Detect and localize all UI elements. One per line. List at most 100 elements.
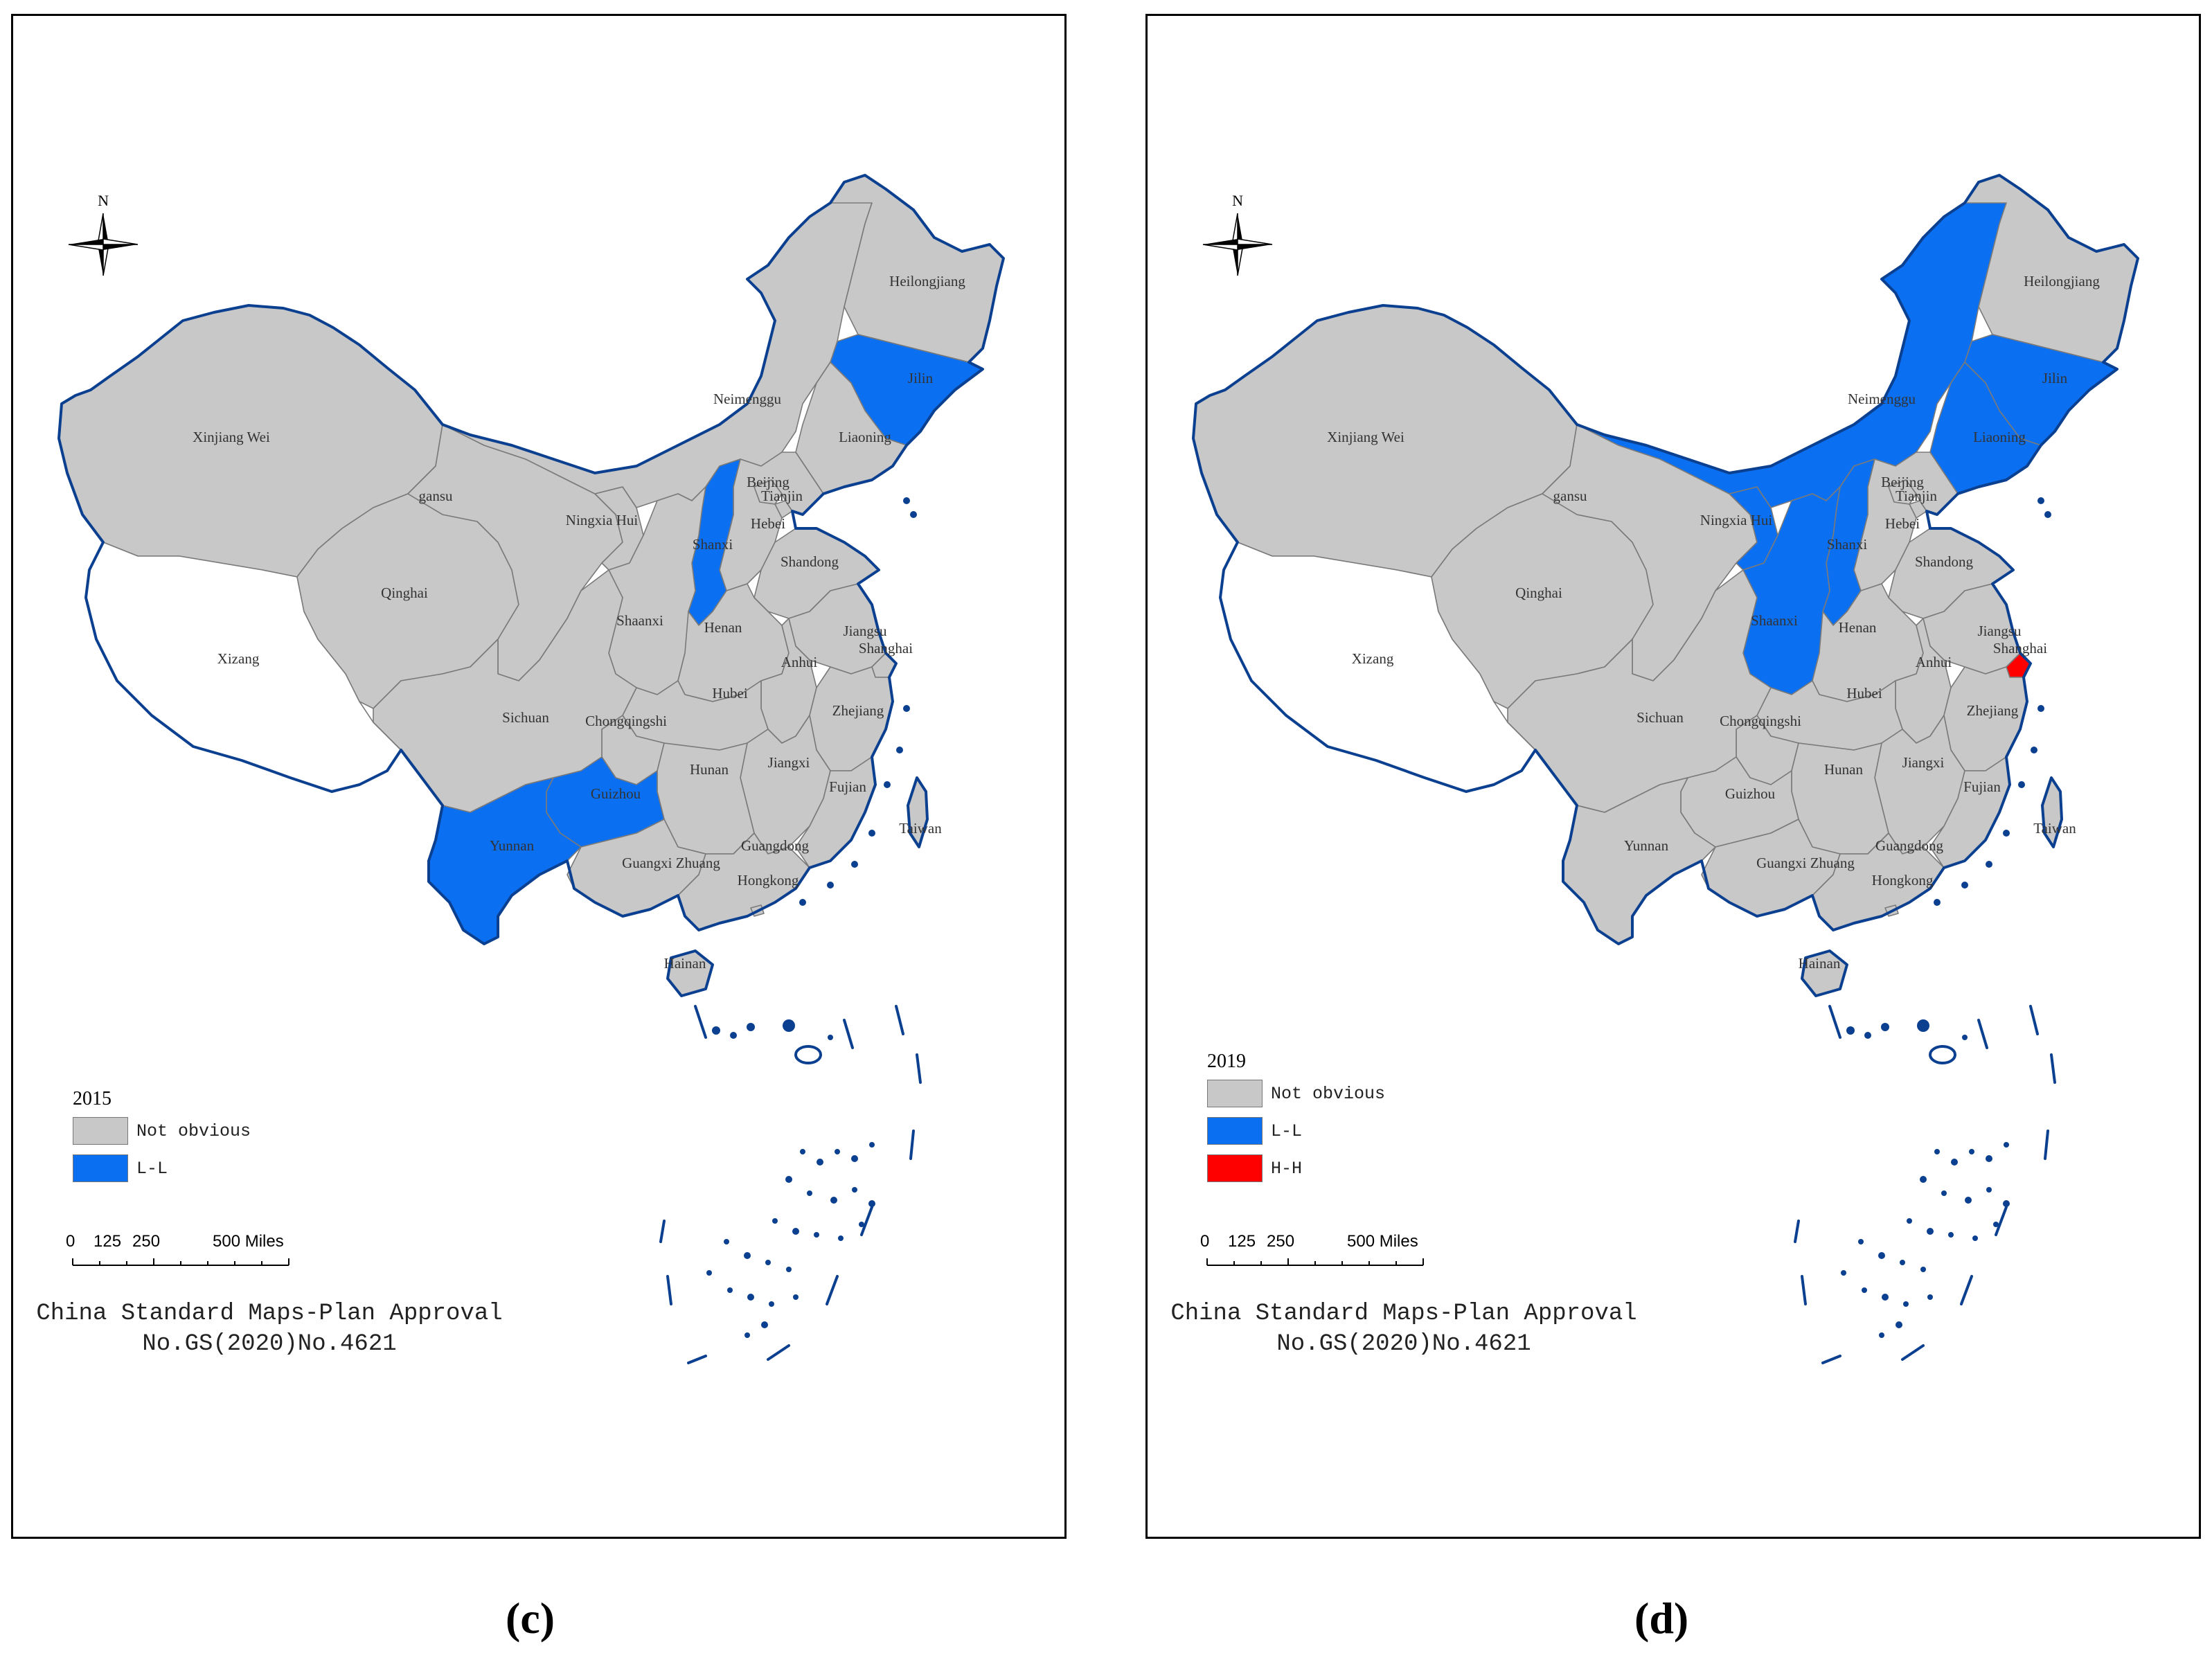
north-arrow: N [1202, 192, 1273, 276]
province-label-shaanxi: Shaanxi [616, 612, 663, 629]
province-label-fujian: Fujian [1963, 778, 2001, 795]
island [747, 1023, 755, 1031]
province-label-xizang: Xizang [1352, 650, 1394, 667]
island [747, 1294, 754, 1301]
province-label-guangdong: Guangdong [741, 837, 809, 854]
province-label-jiangsu: Jiangsu [1978, 623, 2022, 639]
province-label-yunnan: Yunnan [1624, 837, 1669, 854]
map-approval-note: China Standard Maps-Plan Approval No.GS(… [27, 1298, 512, 1359]
coastal-islands [1934, 497, 2051, 906]
province-label-hubei: Hubei [1846, 685, 1882, 702]
china-map: Xinjiang Wei Xizang Qinghai gansu Neimenggu H… [1192, 174, 2139, 1364]
coastline [1192, 174, 2139, 945]
island [884, 781, 891, 788]
scale-tick: 125 [1228, 1232, 1256, 1251]
province-heilongjiang [1964, 175, 2139, 363]
island [2018, 781, 2025, 788]
island [838, 1235, 844, 1241]
island [851, 861, 858, 868]
island [1878, 1252, 1885, 1259]
island [1879, 1332, 1884, 1338]
scale-tick: 250 [1267, 1232, 1295, 1251]
province-label-xinjiang: Xinjiang Wei [193, 429, 270, 445]
island [1972, 1235, 1978, 1241]
nine-dash-segment [909, 1130, 915, 1160]
legend-swatch [1207, 1154, 1263, 1182]
island [869, 1142, 875, 1148]
island [783, 1019, 795, 1032]
approval-line-2: No.GS(2020)No.4621 [1276, 1331, 1531, 1357]
province-label-taiwan: Taiwan [2033, 820, 2076, 837]
legend-swatch [1207, 1117, 1263, 1145]
scale-tick: 500 Miles [1347, 1232, 1418, 1251]
island [769, 1301, 774, 1307]
province-layer [58, 175, 1004, 997]
island [786, 1267, 792, 1272]
province-zhejiang [809, 666, 893, 771]
province-label-sichuan: Sichuan [1636, 709, 1684, 726]
island [1961, 882, 1968, 889]
province-label-fujian: Fujian [829, 778, 866, 795]
island [1900, 1260, 1905, 1265]
legend-swatch [1207, 1080, 1263, 1107]
province-label-shanghai: Shanghai [859, 640, 913, 657]
nine-dash-segment [2044, 1130, 2049, 1160]
north-label: N [98, 192, 109, 209]
north-arrow: N [68, 192, 139, 276]
province-label-shaanxi: Shaanxi [1751, 612, 1798, 629]
province-label-guangxi: Guangxi Zhuang [622, 855, 720, 871]
south-china-sea-inset [1794, 1005, 2056, 1364]
province-label-heilongjiang: Heilongjiang [889, 273, 965, 289]
province-label-guangxi: Guangxi Zhuang [1756, 855, 1855, 871]
island [903, 497, 910, 504]
nine-dash-segment [1828, 1005, 1841, 1039]
island [851, 1155, 858, 1162]
province-label-qinghai: Qinghai [381, 584, 428, 601]
island [807, 1190, 812, 1196]
island [817, 1159, 823, 1166]
island [1929, 1045, 1956, 1064]
coastline-hainan [1801, 949, 1848, 997]
island [2003, 830, 2010, 837]
province-label-shanghai: Shanghai [1993, 640, 2047, 657]
nine-dash-segment [843, 1019, 854, 1049]
province-label-hainan: Hainan [664, 955, 706, 972]
island [814, 1232, 819, 1238]
nine-dash-segment [826, 1275, 839, 1305]
island [859, 1222, 864, 1227]
island [744, 1332, 750, 1338]
province-label-hainan: Hainan [1799, 955, 1841, 972]
island [1962, 1035, 1968, 1040]
province-label-liaoning: Liaoning [839, 429, 891, 445]
island [793, 1294, 799, 1300]
scale-bar: 0 125 250 500 Miles [66, 1232, 301, 1273]
nine-dash-segment [1794, 1220, 1800, 1243]
compass-rose-icon [1202, 213, 1273, 276]
island [868, 1200, 875, 1207]
province-label-heilongjiang: Heilongjiang [2024, 273, 2100, 289]
nine-dash-segment [694, 1005, 707, 1039]
island [724, 1239, 729, 1244]
island [2044, 511, 2051, 518]
island [1846, 1026, 1855, 1035]
province-label-tianjin: Tianjin [761, 488, 803, 504]
island [828, 1035, 833, 1040]
province-label-beijing: Beijing [1881, 474, 1924, 490]
province-label-hebei: Hebei [751, 515, 785, 532]
legend-label: Not obvious [136, 1121, 251, 1141]
legend-label: L-L [1271, 1121, 1303, 1141]
province-label-jilin: Jilin [908, 370, 934, 386]
island [868, 830, 875, 837]
island [1896, 1321, 1902, 1328]
island [1917, 1019, 1929, 1032]
island [1986, 861, 1992, 868]
province-label-hongkong: Hongkong [1872, 872, 1934, 889]
island [1920, 1176, 1927, 1183]
province-label-henan: Henan [704, 619, 742, 636]
approval-line-2: No.GS(2020)No.4621 [142, 1331, 397, 1357]
province-label-jilin: Jilin [2042, 370, 2068, 386]
island [1927, 1228, 1934, 1235]
province-label-henan: Henan [1839, 619, 1877, 636]
province-label-hebei: Hebei [1885, 515, 1920, 532]
province-label-qinghai: Qinghai [1515, 584, 1562, 601]
